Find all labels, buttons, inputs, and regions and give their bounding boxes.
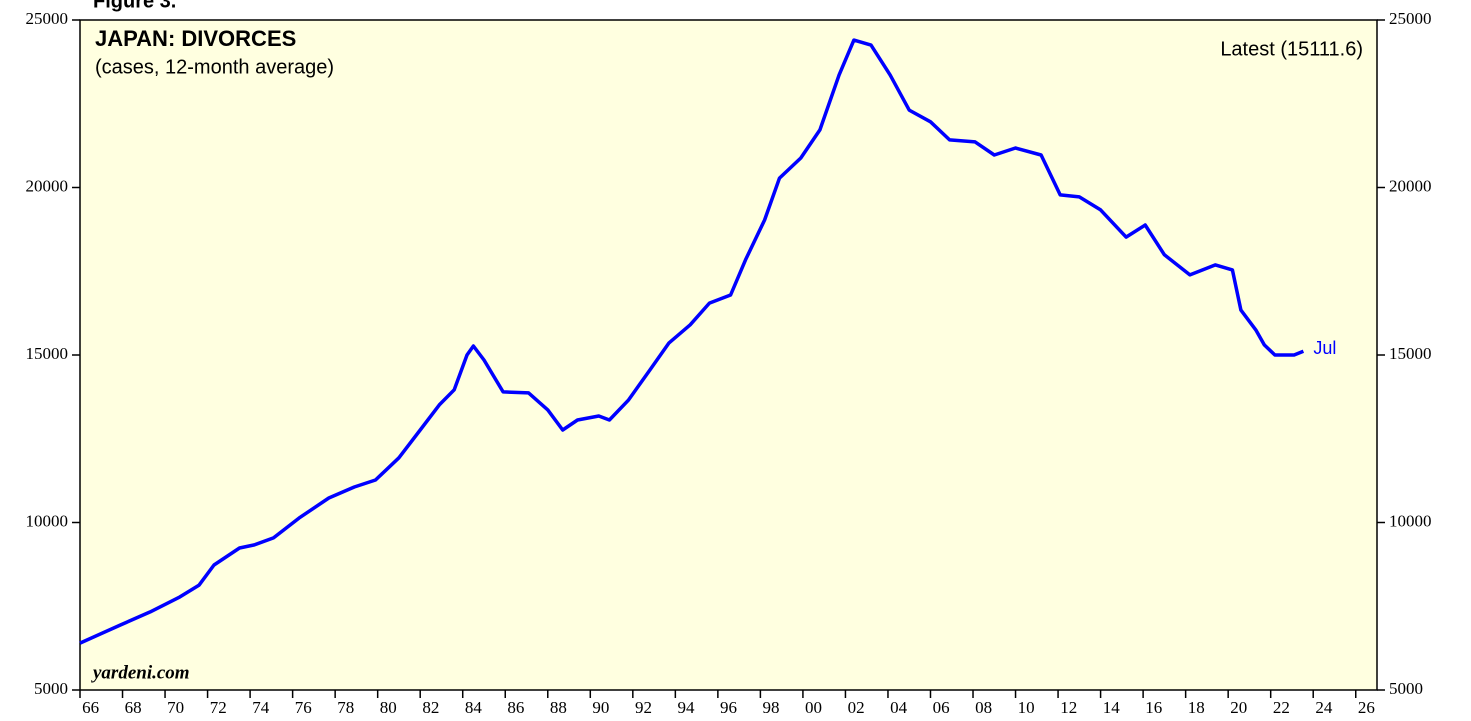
- x-tick-label: 08: [975, 698, 992, 717]
- x-tick-label: 88: [550, 698, 567, 717]
- x-tick-label: 26: [1358, 698, 1375, 717]
- x-tick-label: 72: [210, 698, 227, 717]
- x-tick-label: 78: [337, 698, 354, 717]
- x-tick-label: 12: [1060, 698, 1077, 717]
- x-tick-label: 66: [82, 698, 99, 717]
- x-tick-label: 68: [125, 698, 142, 717]
- x-tick-label: 24: [1315, 698, 1333, 717]
- x-tick-label: 82: [422, 698, 439, 717]
- figure-label: Figure 3.: [93, 0, 176, 12]
- y-tick-label: 5000: [34, 679, 68, 698]
- y2-tick-label: 25000: [1389, 9, 1432, 28]
- y2-tick-label: 20000: [1389, 176, 1432, 195]
- x-tick-label: 02: [848, 698, 865, 717]
- x-tick-label: 86: [507, 698, 524, 717]
- x-tick-label: 76: [295, 698, 312, 717]
- x-tick-label: 80: [380, 698, 397, 717]
- x-tick-label: 96: [720, 698, 737, 717]
- x-tick-label: 84: [465, 698, 483, 717]
- annotation: Latest (15111.6): [1220, 38, 1363, 60]
- y2-tick-label: 5000: [1389, 679, 1423, 698]
- y-tick-label: 10000: [26, 511, 69, 530]
- x-tick-label: 18: [1188, 698, 1205, 717]
- chart-title: JAPAN: DIVORCES: [95, 26, 296, 51]
- x-tick-label: 70: [167, 698, 184, 717]
- x-tick-label: 94: [677, 698, 695, 717]
- x-tick-label: 90: [592, 698, 609, 717]
- end-label: Jul: [1313, 338, 1336, 358]
- y-tick-label: 15000: [26, 344, 69, 363]
- chart-subtitle: (cases, 12-month average): [95, 56, 334, 78]
- x-tick-label: 16: [1145, 698, 1162, 717]
- x-tick-label: 04: [890, 698, 908, 717]
- x-tick-label: 10: [1018, 698, 1035, 717]
- y-tick-label: 20000: [26, 176, 69, 195]
- x-tick-label: 74: [252, 698, 270, 717]
- x-tick-label: 20: [1230, 698, 1247, 717]
- y2-tick-label: 10000: [1389, 511, 1432, 530]
- x-tick-label: 92: [635, 698, 652, 717]
- x-tick-label: 00: [805, 698, 822, 717]
- source: yardeni.com: [91, 662, 190, 683]
- x-tick-label: 06: [933, 698, 950, 717]
- data-line: [79, 38, 1305, 645]
- y2-tick-label: 15000: [1389, 344, 1432, 363]
- x-tick-label: 98: [763, 698, 780, 717]
- y-tick-label: 25000: [26, 9, 69, 28]
- plot-area: [79, 19, 1378, 691]
- x-tick-label: 22: [1273, 698, 1290, 717]
- x-tick-label: 14: [1103, 698, 1121, 717]
